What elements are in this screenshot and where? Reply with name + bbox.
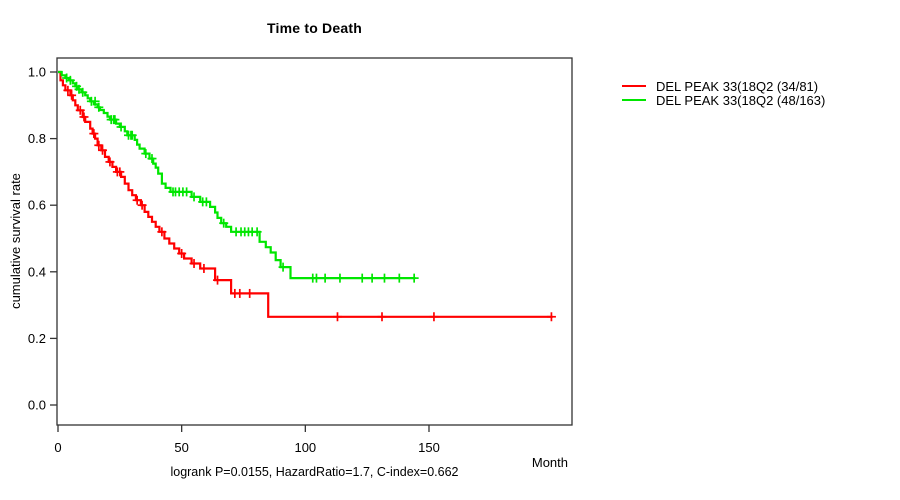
chart-title: Time to Death (267, 20, 362, 36)
km-curve-group-red (58, 70, 553, 318)
y-axis-tick-label: 0.0 (28, 398, 46, 413)
legend: DEL PEAK 33(18Q2 (34/81) DEL PEAK 33(18Q2… (622, 78, 826, 108)
x-axis-tick-label: 100 (294, 440, 316, 455)
x-axis-title: Month (531, 455, 568, 470)
legend-line-swatch (622, 84, 646, 88)
km-curve-group-green (58, 70, 416, 280)
legend-entry: DEL PEAK 33(18Q2 (34/81) (622, 78, 825, 94)
y-axis-tick-label: 0.2 (28, 331, 46, 346)
stats-annotation: logrank P=0.0155, HazardRatio=1.7, C-ind… (170, 465, 459, 479)
y-axis-tick-label: 0.4 (28, 264, 46, 279)
y-axis-tick-label: 0.6 (28, 198, 46, 213)
y-axis-tick-label: 1.0 (28, 65, 46, 80)
legend-series-label: DEL PEAK 33(18Q2 (34/81) (656, 78, 819, 94)
x-axis-tick-label: 150 (418, 440, 440, 455)
x-axis-tick-label: 0 (54, 440, 61, 455)
legend-line-swatch (622, 98, 646, 102)
y-axis-tick-label: 0.8 (28, 131, 46, 146)
x-axis-tick-label: 50 (174, 440, 188, 455)
legend-series-label: DEL PEAK 33(18Q2 (48/163) (656, 92, 826, 108)
plot-border (56, 57, 573, 426)
legend-entry: DEL PEAK 33(18Q2 (48/163) (622, 92, 826, 108)
y-axis-title: cumulative survival rate (8, 173, 23, 309)
